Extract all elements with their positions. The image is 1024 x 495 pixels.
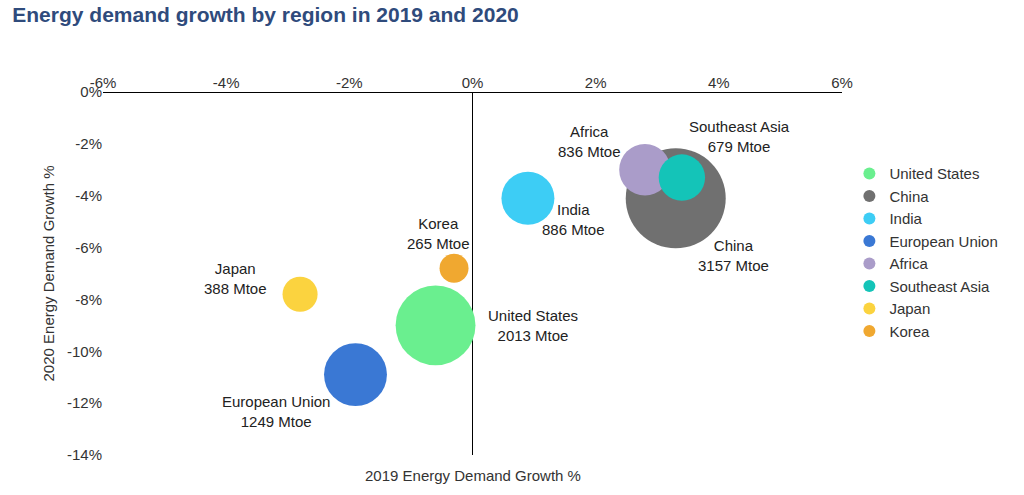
svg-text:-6%: -6% — [90, 74, 117, 91]
svg-text:China: China — [889, 188, 929, 205]
svg-text:India: India — [889, 210, 922, 227]
svg-text:-8%: -8% — [75, 291, 102, 308]
svg-text:United States: United States — [889, 165, 979, 182]
svg-text:Korea265 Mtoe: Korea265 Mtoe — [407, 215, 470, 252]
svg-text:Southeast Asia: Southeast Asia — [889, 278, 990, 295]
svg-text:Africa: Africa — [889, 255, 928, 272]
svg-text:2019 Energy Demand Growth %: 2019 Energy Demand Growth % — [365, 467, 581, 484]
svg-text:-14%: -14% — [67, 446, 102, 463]
svg-text:Energy demand growth by region: Energy demand growth by region in 2019 a… — [12, 3, 518, 26]
svg-text:0%: 0% — [462, 74, 484, 91]
svg-text:4%: 4% — [708, 74, 730, 91]
svg-text:European Union1249 Mtoe: European Union1249 Mtoe — [222, 393, 330, 430]
svg-text:2020 Energy Demand Growth %: 2020 Energy Demand Growth % — [40, 166, 57, 382]
svg-text:-10%: -10% — [67, 343, 102, 360]
svg-text:Africa836 Mtoe: Africa836 Mtoe — [558, 123, 621, 160]
svg-text:-4%: -4% — [213, 74, 240, 91]
svg-text:2%: 2% — [585, 74, 607, 91]
svg-text:-4%: -4% — [75, 187, 102, 204]
svg-text:Japan: Japan — [889, 300, 930, 317]
svg-text:0%: 0% — [80, 83, 102, 100]
svg-text:European Union: European Union — [889, 233, 997, 250]
svg-text:-6%: -6% — [75, 239, 102, 256]
svg-text:Korea: Korea — [889, 323, 930, 340]
svg-text:-2%: -2% — [75, 135, 102, 152]
svg-text:Southeast Asia679 Mtoe: Southeast Asia679 Mtoe — [689, 118, 790, 155]
svg-text:-2%: -2% — [336, 74, 363, 91]
svg-text:United States2013 Mtoe: United States2013 Mtoe — [488, 307, 578, 344]
svg-text:India886 Mtoe: India886 Mtoe — [542, 201, 605, 238]
svg-text:China3157 Mtoe: China3157 Mtoe — [698, 237, 769, 274]
svg-text:6%: 6% — [831, 74, 853, 91]
svg-text:Japan388 Mtoe: Japan388 Mtoe — [204, 260, 267, 297]
svg-text:-12%: -12% — [67, 394, 102, 411]
